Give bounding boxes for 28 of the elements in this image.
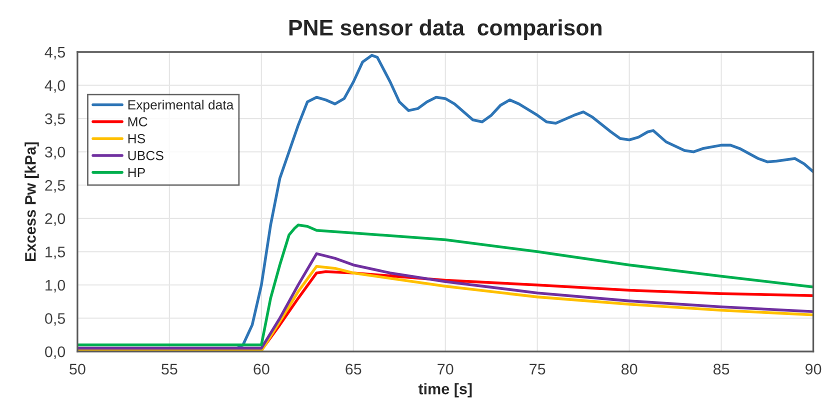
y-tick-label: 0,5 <box>45 313 66 326</box>
y-tick-label: 3,0 <box>44 146 66 160</box>
y-tick-label: 4,5 <box>44 47 66 60</box>
line-series <box>77 224 814 346</box>
y-tick-label: 3,5 <box>44 113 66 126</box>
x-tick-label: 55 <box>162 364 178 375</box>
x-tick-label: 60 <box>254 364 270 375</box>
x-tick-label: 70 <box>438 364 454 375</box>
x-tick-label: 85 <box>713 364 730 375</box>
x-tick-label: 75 <box>530 364 546 375</box>
legend-label: Experimental data <box>128 100 234 112</box>
x-tick-label: 50 <box>70 364 86 375</box>
x-tick-label: 65 <box>346 364 362 375</box>
x-axis-title: time [s] <box>418 383 472 398</box>
x-tick-label: 80 <box>622 364 638 375</box>
legend-label: HS <box>128 134 146 144</box>
y-axis-title: Excess Pw [kPa] <box>24 142 39 262</box>
x-tick-label: 90 <box>806 364 822 375</box>
legend-label: MC <box>128 117 148 126</box>
y-tick-label: 4,0 <box>44 80 66 93</box>
chart-title: PNE sensor data comparison <box>289 19 602 40</box>
y-tick-label: 2,0 <box>45 213 66 226</box>
y-tick-label: 2,5 <box>45 180 66 193</box>
legend-label: UBCS <box>128 150 164 160</box>
y-tick-label: 0,0 <box>45 346 66 360</box>
legend-label: HP <box>128 168 145 178</box>
y-tick-label: 1,0 <box>46 280 66 292</box>
y-tick-label: 1,5 <box>46 246 66 260</box>
